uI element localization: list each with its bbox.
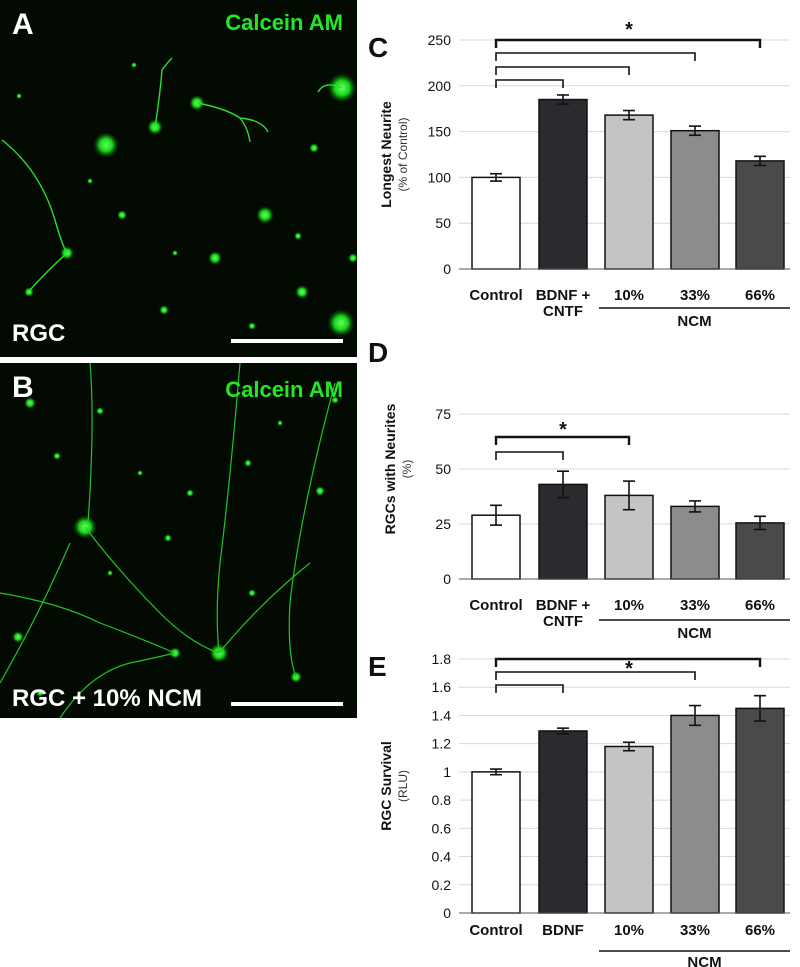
chart-d-ytick-label: 25 (435, 516, 451, 532)
micrograph-a-image (1, 57, 357, 337)
chart-d-ytick-label: 0 (443, 571, 451, 587)
chart-c-category-label: Control (469, 287, 522, 304)
chart-e-ytick-label: 1.8 (432, 651, 452, 667)
chart-d-bar (735, 522, 785, 580)
chart-d-ytick-label: 50 (435, 461, 451, 477)
chart-d-bar (538, 483, 588, 580)
chart-d-category-label: BDNF + CNTF (536, 597, 591, 630)
chart-c-ytick-label: 50 (435, 215, 451, 231)
chart-e-ytick-label: 0.8 (432, 792, 452, 808)
chart-c-significance-star: * (625, 19, 633, 41)
chart-c-significance-bracket (495, 52, 696, 61)
chart-e-ytick-label: 1.4 (432, 707, 452, 723)
chart-e-category-label: Control (469, 922, 522, 939)
chart-c-plot: 0 50 100 150 200 250 Longest Neurite (% of Cont… (378, 19, 790, 330)
chart-c-bar (604, 114, 654, 270)
chart-e-significance-bracket (495, 684, 564, 693)
chart-d-significance-bracket (494, 435, 631, 445)
chart-e-category-label: 10% (614, 922, 644, 939)
chart-c-category-label: 33% (680, 287, 710, 304)
panel-b-stain-label: Calcein AM (225, 377, 343, 402)
chart-e-significance-star: * (625, 658, 633, 680)
chart-c-category-label: BDNF + CNTF (536, 287, 591, 320)
chart-d-significance-bracket (495, 451, 564, 460)
chart-d-ylabel-sub: (%) (400, 460, 414, 479)
chart-d-ylabel: RGCs with Neurites (382, 403, 398, 534)
chart-e: E 0 0.2 0.4 0.6 0.8 1 1.2 1.4 1.6 1.8 RGC Survival… (357, 645, 800, 967)
chart-d-category-label: 33% (680, 597, 710, 614)
panel-b-scale-bar (231, 702, 343, 706)
chart-c-group-label: NCM (677, 313, 711, 330)
chart-c: C 0 50 100 150 200 250 Longest Neurite (% of Co… (357, 0, 800, 330)
chart-d: D 0 25 50 75 RGCs with Neurites (%) Control BDN… (357, 330, 800, 645)
chart-e-category-label: BDNF (542, 922, 584, 939)
chart-e-ytick-label: 1.2 (432, 736, 452, 752)
chart-e-category-label: 33% (680, 922, 710, 939)
chart-d-category-label: Control (469, 597, 522, 614)
chart-c-ytick-label: 250 (428, 32, 452, 48)
chart-e-ytick-label: 0.2 (432, 877, 452, 893)
chart-c-ylabel-sub: (% of Control) (396, 117, 410, 191)
chart-e-bar (604, 745, 654, 914)
chart-d-bar (670, 505, 720, 580)
chart-e-significance-bracket (495, 671, 696, 680)
chart-c-significance-bracket (495, 79, 564, 88)
chart-c-bar (538, 98, 588, 270)
micrograph-b: B Calcein AM RGC + 10% NCM (0, 363, 357, 718)
chart-c-category-label: 66% (745, 287, 775, 304)
chart-c-ytick-label: 200 (428, 78, 452, 94)
chart-c-ylabel: Longest Neurite (378, 101, 394, 208)
chart-e-bar (471, 771, 521, 914)
chart-e-ytick-label: 0 (443, 905, 451, 921)
chart-c-bar (471, 176, 521, 270)
chart-c-bar (670, 129, 720, 270)
chart-e-bar (538, 730, 588, 914)
chart-c-ytick-label: 0 (443, 261, 451, 277)
panel-a-scale-bar (231, 339, 343, 343)
chart-c-ytick-label: 100 (428, 169, 452, 185)
chart-c-significance-bracket (495, 66, 630, 75)
micrograph-a: A Calcein AM RGC (0, 0, 357, 357)
panel-a-stain-label: Calcein AM (225, 10, 343, 35)
chart-d-category-label: 10% (614, 597, 644, 614)
chart-e-ylabel-sub: (RLU) (396, 770, 410, 802)
chart-e-plot: 0 0.2 0.4 0.6 0.8 1 1.2 1.4 1.6 1.8 RGC Survival (R… (378, 651, 790, 967)
chart-d-plot: 0 25 50 75 RGCs with Neurites (%) Control BDNF … (382, 403, 790, 642)
chart-d-category-label: 66% (745, 597, 775, 614)
chart-e-significance-bracket (494, 657, 762, 667)
chart-c-significance-bracket (494, 38, 762, 48)
chart-c-bar (735, 160, 785, 270)
panel-a-letter: A (12, 8, 34, 41)
chart-e-bar (735, 707, 785, 914)
chart-e-ytick-label: 0.6 (432, 820, 452, 836)
chart-c-ytick-label: 150 (428, 124, 452, 140)
chart-e-ylabel: RGC Survival (378, 741, 394, 830)
micrograph-b-image (0, 363, 339, 718)
chart-e-bar (670, 714, 720, 914)
chart-c-letter: C (368, 32, 389, 63)
panel-b-letter: B (12, 371, 34, 404)
chart-e-group-label: NCM (687, 954, 721, 967)
chart-e-category-label: 66% (745, 922, 775, 939)
chart-e-ytick-label: 1.6 (432, 679, 452, 695)
chart-d-letter: D (368, 337, 389, 368)
chart-c-category-label: 10% (614, 287, 644, 304)
panel-a-condition-label: RGC (12, 320, 66, 347)
chart-e-ytick-label: 1 (443, 764, 451, 780)
chart-e-ytick-label: 0.4 (432, 849, 452, 865)
panel-b-condition-label: RGC + 10% NCM (12, 685, 203, 712)
chart-e-letter: E (368, 651, 387, 682)
chart-d-group-label: NCM (677, 625, 711, 642)
chart-d-ytick-label: 75 (435, 406, 451, 422)
chart-d-significance-star: * (559, 419, 567, 441)
